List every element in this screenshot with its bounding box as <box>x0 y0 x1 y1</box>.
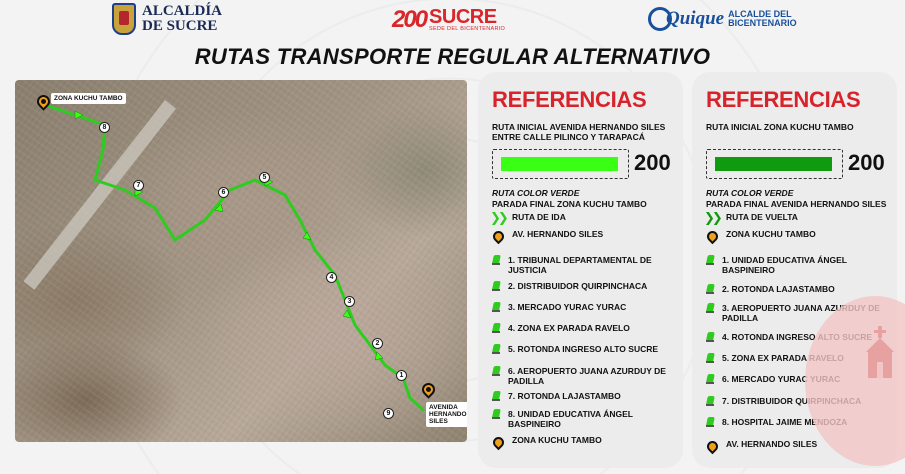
chevron-right-icon: ❯❯ <box>704 210 723 225</box>
route-color-label: RUTA COLOR VERDE <box>706 188 794 198</box>
route-number: 200 <box>634 150 671 175</box>
bus-stop-icon <box>492 366 502 377</box>
list-item: 4. ZONA EX PARADA RAVELO <box>490 323 680 344</box>
list-item: 7. ROTONDA LAJASTAMBO <box>490 391 680 409</box>
map-stop-7[interactable]: 7 <box>133 180 144 191</box>
bus-stop-icon <box>706 353 716 364</box>
list-item: 3. AEROPUERTO JUANA AZURDUY DE PADILLA <box>704 303 894 332</box>
bus-stop-icon <box>706 303 716 314</box>
map-stop-3[interactable]: 3 <box>344 296 355 307</box>
bus-stop-icon <box>492 344 502 355</box>
list-item: 2. ROTONDA LAJASTAMBO <box>704 284 894 303</box>
origin-item: ZONA KUCHU TAMBO <box>704 228 894 255</box>
alcaldia-line1: ALCALDÍA <box>142 3 223 19</box>
bus-stop-icon <box>706 284 716 295</box>
alcaldia-line2: DE SUCRE <box>142 18 218 34</box>
quique-tag-line2: BICENTENARIO <box>728 18 797 28</box>
list-item: 2. DISTRIBUIDOR QUIRPINCHACA <box>490 281 680 302</box>
list-item: 5. ZONA EX PARADA RAVELO <box>704 353 894 374</box>
list-item: 1. TRIBUNAL DEPARTAMENTAL DE JUSTICIA <box>490 255 680 281</box>
quique-tag-line1: ALCALDE DEL <box>728 9 792 19</box>
destination-item: AV. HERNANDO SILES <box>704 438 894 455</box>
route-line <box>43 103 425 412</box>
route-color-label: RUTA COLOR VERDE <box>492 188 580 198</box>
coat-of-arms-icon <box>112 3 136 35</box>
bus-stop-icon <box>706 255 716 266</box>
quique-logo: Quique ALCALDE DEL BICENTENARIO <box>648 7 797 31</box>
location-pin-icon <box>490 434 507 451</box>
list-item: 6. MERCADO YURAC YURAC <box>704 374 894 396</box>
location-pin-icon <box>490 228 507 245</box>
bicentenario-logo: 200 SUCRE SEDE DEL BICENTENARIO <box>392 6 506 33</box>
list-item: 6. AEROPUERTO JUANA AZURDUY DE PADILLA <box>490 366 680 391</box>
bicentenario-name: SUCRE <box>429 6 497 28</box>
route-end: PARADA FINAL AVENIDA HERNANDO SILES <box>706 199 887 209</box>
route-start: RUTA INICIAL ZONA KUCHU TAMBO <box>706 122 854 132</box>
header: ALCALDÍA DE SUCRE 200 SUCRE SEDE DEL BIC… <box>0 0 905 42</box>
route-color-bar <box>715 157 832 171</box>
destination-item: ZONA KUCHU TAMBO <box>490 434 680 451</box>
bus-stop-icon <box>492 302 502 313</box>
origin-item: AV. HERNANDO SILES <box>490 228 680 255</box>
bus-stop-icon <box>492 409 502 420</box>
list-item: 1. UNIDAD EDUCATIVA ÁNGEL BASPINEIRO <box>704 255 894 284</box>
list-item: 3. MERCADO YURAC YURAC <box>490 302 680 323</box>
bus-stop-icon <box>706 396 716 407</box>
map-stop-1[interactable]: 1 <box>396 370 407 381</box>
q-ring-icon <box>648 7 672 31</box>
map-stop-4[interactable]: 4 <box>326 272 337 283</box>
location-pin-icon <box>704 438 721 455</box>
route-end: PARADA FINAL ZONA KUCHU TAMBO <box>492 199 647 209</box>
bus-stop-icon <box>706 374 716 385</box>
list-item: 8. HOSPITAL JAIME MENDOZA <box>704 417 894 439</box>
map-stop-6[interactable]: 6 <box>218 187 229 198</box>
stops-list: ❯❯ RUTA DE IDA AV. HERNANDO SILES 1. TRI… <box>490 210 680 451</box>
map-label-start: ZONA KUCHU TAMBO <box>51 93 126 104</box>
bus-stop-icon <box>492 391 502 402</box>
direction-item: ❯❯ RUTA DE IDA <box>490 210 566 225</box>
list-item: 5. ROTONDA INGRESO ALTO SUCRE <box>490 344 680 366</box>
bicentenario-number: 200 <box>392 6 428 33</box>
bus-stop-icon <box>492 323 502 334</box>
chevron-right-icon: ❯❯ <box>490 210 509 225</box>
bus-stop-icon <box>706 332 716 343</box>
references-panel-ida: REFERENCIAS RUTA INICIAL AVENIDA HERNAND… <box>478 72 683 468</box>
church-icon <box>866 326 894 378</box>
page-title: RUTAS TRANSPORTE REGULAR ALTERNATIVO <box>194 44 711 69</box>
bus-stop-icon <box>492 281 502 292</box>
list-item: 8. UNIDAD EDUCATIVA ÁNGEL BASPINEIRO <box>490 409 680 435</box>
location-pin-icon <box>704 228 721 245</box>
direction-item: ❯❯ RUTA DE VUELTA <box>704 210 798 225</box>
map-stop-5[interactable]: 5 <box>259 172 270 183</box>
route-color-box <box>706 149 843 179</box>
route-number: 200 <box>848 150 885 175</box>
route-start: RUTA INICIAL AVENIDA HERNANDO SILES ENTR… <box>492 122 666 142</box>
stops-list: ❯❯ RUTA DE VUELTA ZONA KUCHU TAMBO 1. UN… <box>704 210 894 455</box>
panel-title: REFERENCIAS <box>706 87 861 112</box>
quique-name: Quique <box>666 8 725 29</box>
list-item: 4. ROTONDA INGRESO ALTO SUCRE <box>704 332 894 353</box>
route-map[interactable]: ZONA KUCHU TAMBO 8 7 6 5 4 3 2 1 9 AVENI… <box>15 80 467 442</box>
map-label-end: AVENIDA HERNANDO SILES <box>426 402 467 427</box>
map-stop-9[interactable]: 9 <box>383 408 394 419</box>
map-stop-8[interactable]: 8 <box>99 122 110 133</box>
route-color-bar <box>501 157 618 171</box>
route-color-box <box>492 149 629 179</box>
bus-stop-icon <box>706 417 716 428</box>
bicentenario-subtitle: SEDE DEL BICENTENARIO <box>429 26 506 32</box>
panel-title: REFERENCIAS <box>492 87 647 112</box>
alcaldia-logo: ALCALDÍA DE SUCRE <box>112 3 222 35</box>
map-stop-2[interactable]: 2 <box>372 338 383 349</box>
bus-stop-icon <box>492 255 502 266</box>
list-item: 7. DISTRIBUIDOR QUIRPINCHACA <box>704 396 894 417</box>
